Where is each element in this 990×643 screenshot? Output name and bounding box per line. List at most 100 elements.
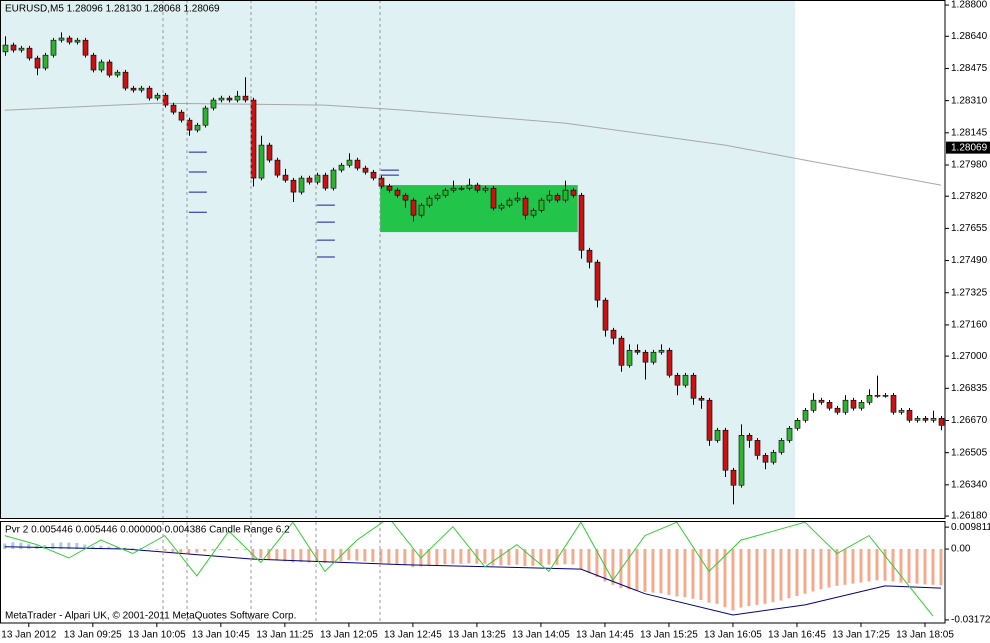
- y-tick-label: 1.28310: [951, 95, 988, 106]
- x-tick-label: 13 Jan 2012: [1, 630, 56, 641]
- histogram-bar: [875, 549, 879, 581]
- y-tick-label: 0.009811: [951, 522, 990, 533]
- candle-body: [194, 124, 201, 131]
- candle-body: [258, 144, 265, 179]
- histogram-bar: [291, 549, 295, 563]
- candle-body: [250, 99, 257, 179]
- histogram-bar: [283, 549, 287, 562]
- candle-body: [122, 71, 129, 89]
- candle-body: [170, 104, 177, 113]
- candle-body: [490, 187, 497, 209]
- candle-body: [618, 337, 625, 366]
- histogram-bar: [491, 549, 495, 566]
- candle-body: [242, 95, 249, 101]
- histogram-bar: [523, 549, 527, 567]
- histogram-bar: [211, 549, 215, 551]
- histogram-bar: [779, 549, 783, 601]
- candle-body: [706, 399, 713, 441]
- histogram-bar: [75, 543, 79, 550]
- candle-body: [578, 194, 585, 251]
- shaded-area: [0, 0, 795, 518]
- candle-body: [266, 144, 273, 161]
- candle-body: [434, 194, 441, 199]
- y-tick-label: 1.28800: [951, 0, 988, 11]
- x-tick-label: 13 Jan 16:05: [704, 630, 762, 641]
- histogram-bar: [547, 549, 551, 565]
- histogram-bar: [227, 549, 231, 551]
- histogram-bar: [355, 549, 359, 561]
- candle-body: [730, 469, 737, 486]
- histogram-bar: [939, 549, 943, 586]
- candle-body: [642, 351, 649, 363]
- candle-body: [218, 97, 225, 101]
- histogram-bar: [27, 544, 31, 550]
- x-tick-label: 13 Jan 12:05: [320, 630, 378, 641]
- candle-body: [450, 187, 457, 191]
- candle-body: [634, 349, 641, 353]
- indicator-plot: [3, 522, 943, 617]
- bid-box: [946, 141, 990, 154]
- candle-body: [866, 395, 873, 403]
- candle-body: [546, 194, 553, 201]
- histogram-bar: [755, 549, 759, 605]
- candle-body: [826, 402, 833, 409]
- histogram-bar: [803, 549, 807, 594]
- histogram-bar: [347, 549, 351, 561]
- histogram-bar: [187, 549, 191, 554]
- histogram-bar: [99, 545, 103, 550]
- candle-body: [530, 209, 537, 216]
- histogram-bar: [675, 549, 679, 597]
- candle-body: [482, 187, 489, 191]
- histogram-bar: [899, 549, 903, 583]
- histogram-bar: [659, 549, 663, 594]
- histogram-bar: [459, 549, 463, 564]
- histogram-bar: [851, 549, 855, 584]
- histogram-bar: [267, 549, 271, 560]
- candle-body: [610, 329, 617, 339]
- candle-body: [282, 174, 289, 181]
- candle-body: [378, 177, 385, 187]
- y-tick-label: 1.26340: [951, 479, 988, 490]
- candle-body: [522, 197, 529, 216]
- separators: [162, 0, 381, 623]
- candle-body: [178, 111, 185, 121]
- candle-body: [786, 427, 793, 441]
- candle-body: [594, 261, 601, 301]
- candle-body: [34, 57, 41, 69]
- histogram-bar: [315, 549, 319, 562]
- x-tick-label: 13 Jan 09:25: [64, 630, 122, 641]
- y-tick-label: 1.27655: [951, 223, 988, 234]
- zone: [380, 185, 578, 233]
- candle-body: [498, 204, 505, 209]
- histogram-bar: [883, 549, 887, 581]
- candle-body: [666, 349, 673, 376]
- candle-body: [2, 44, 9, 53]
- histogram-bar: [363, 549, 367, 562]
- candle-body: [858, 402, 865, 409]
- histogram-bar: [739, 549, 743, 608]
- histogram-bar: [579, 549, 583, 570]
- candle-body: [202, 107, 209, 126]
- histogram-bar: [235, 549, 239, 550]
- y-tick-label: 1.27325: [951, 287, 988, 298]
- histogram-bar: [323, 549, 327, 563]
- candle-body: [842, 399, 849, 413]
- indicator-title: Pvr 2 0.005446 0.005446 0.000000 0.00438…: [5, 525, 290, 536]
- histogram-bar: [43, 545, 47, 550]
- candle-body: [306, 177, 313, 183]
- histogram-bar: [259, 549, 263, 558]
- histogram-bar: [771, 549, 775, 603]
- histogram-bar: [867, 549, 871, 582]
- x-tick-label: 13 Jan 13:25: [448, 630, 506, 641]
- histogram-bar: [171, 549, 175, 552]
- candle-body: [90, 54, 97, 71]
- candle-body: [338, 164, 345, 171]
- histogram-bar: [155, 549, 159, 550]
- histogram-bar: [275, 549, 279, 561]
- y-tick-label: 1.28640: [951, 31, 988, 42]
- candle-body: [162, 94, 169, 106]
- histogram-bar: [3, 543, 7, 550]
- histogram-bar: [91, 546, 95, 550]
- histogram-bar: [195, 549, 199, 553]
- candle-body: [714, 429, 721, 441]
